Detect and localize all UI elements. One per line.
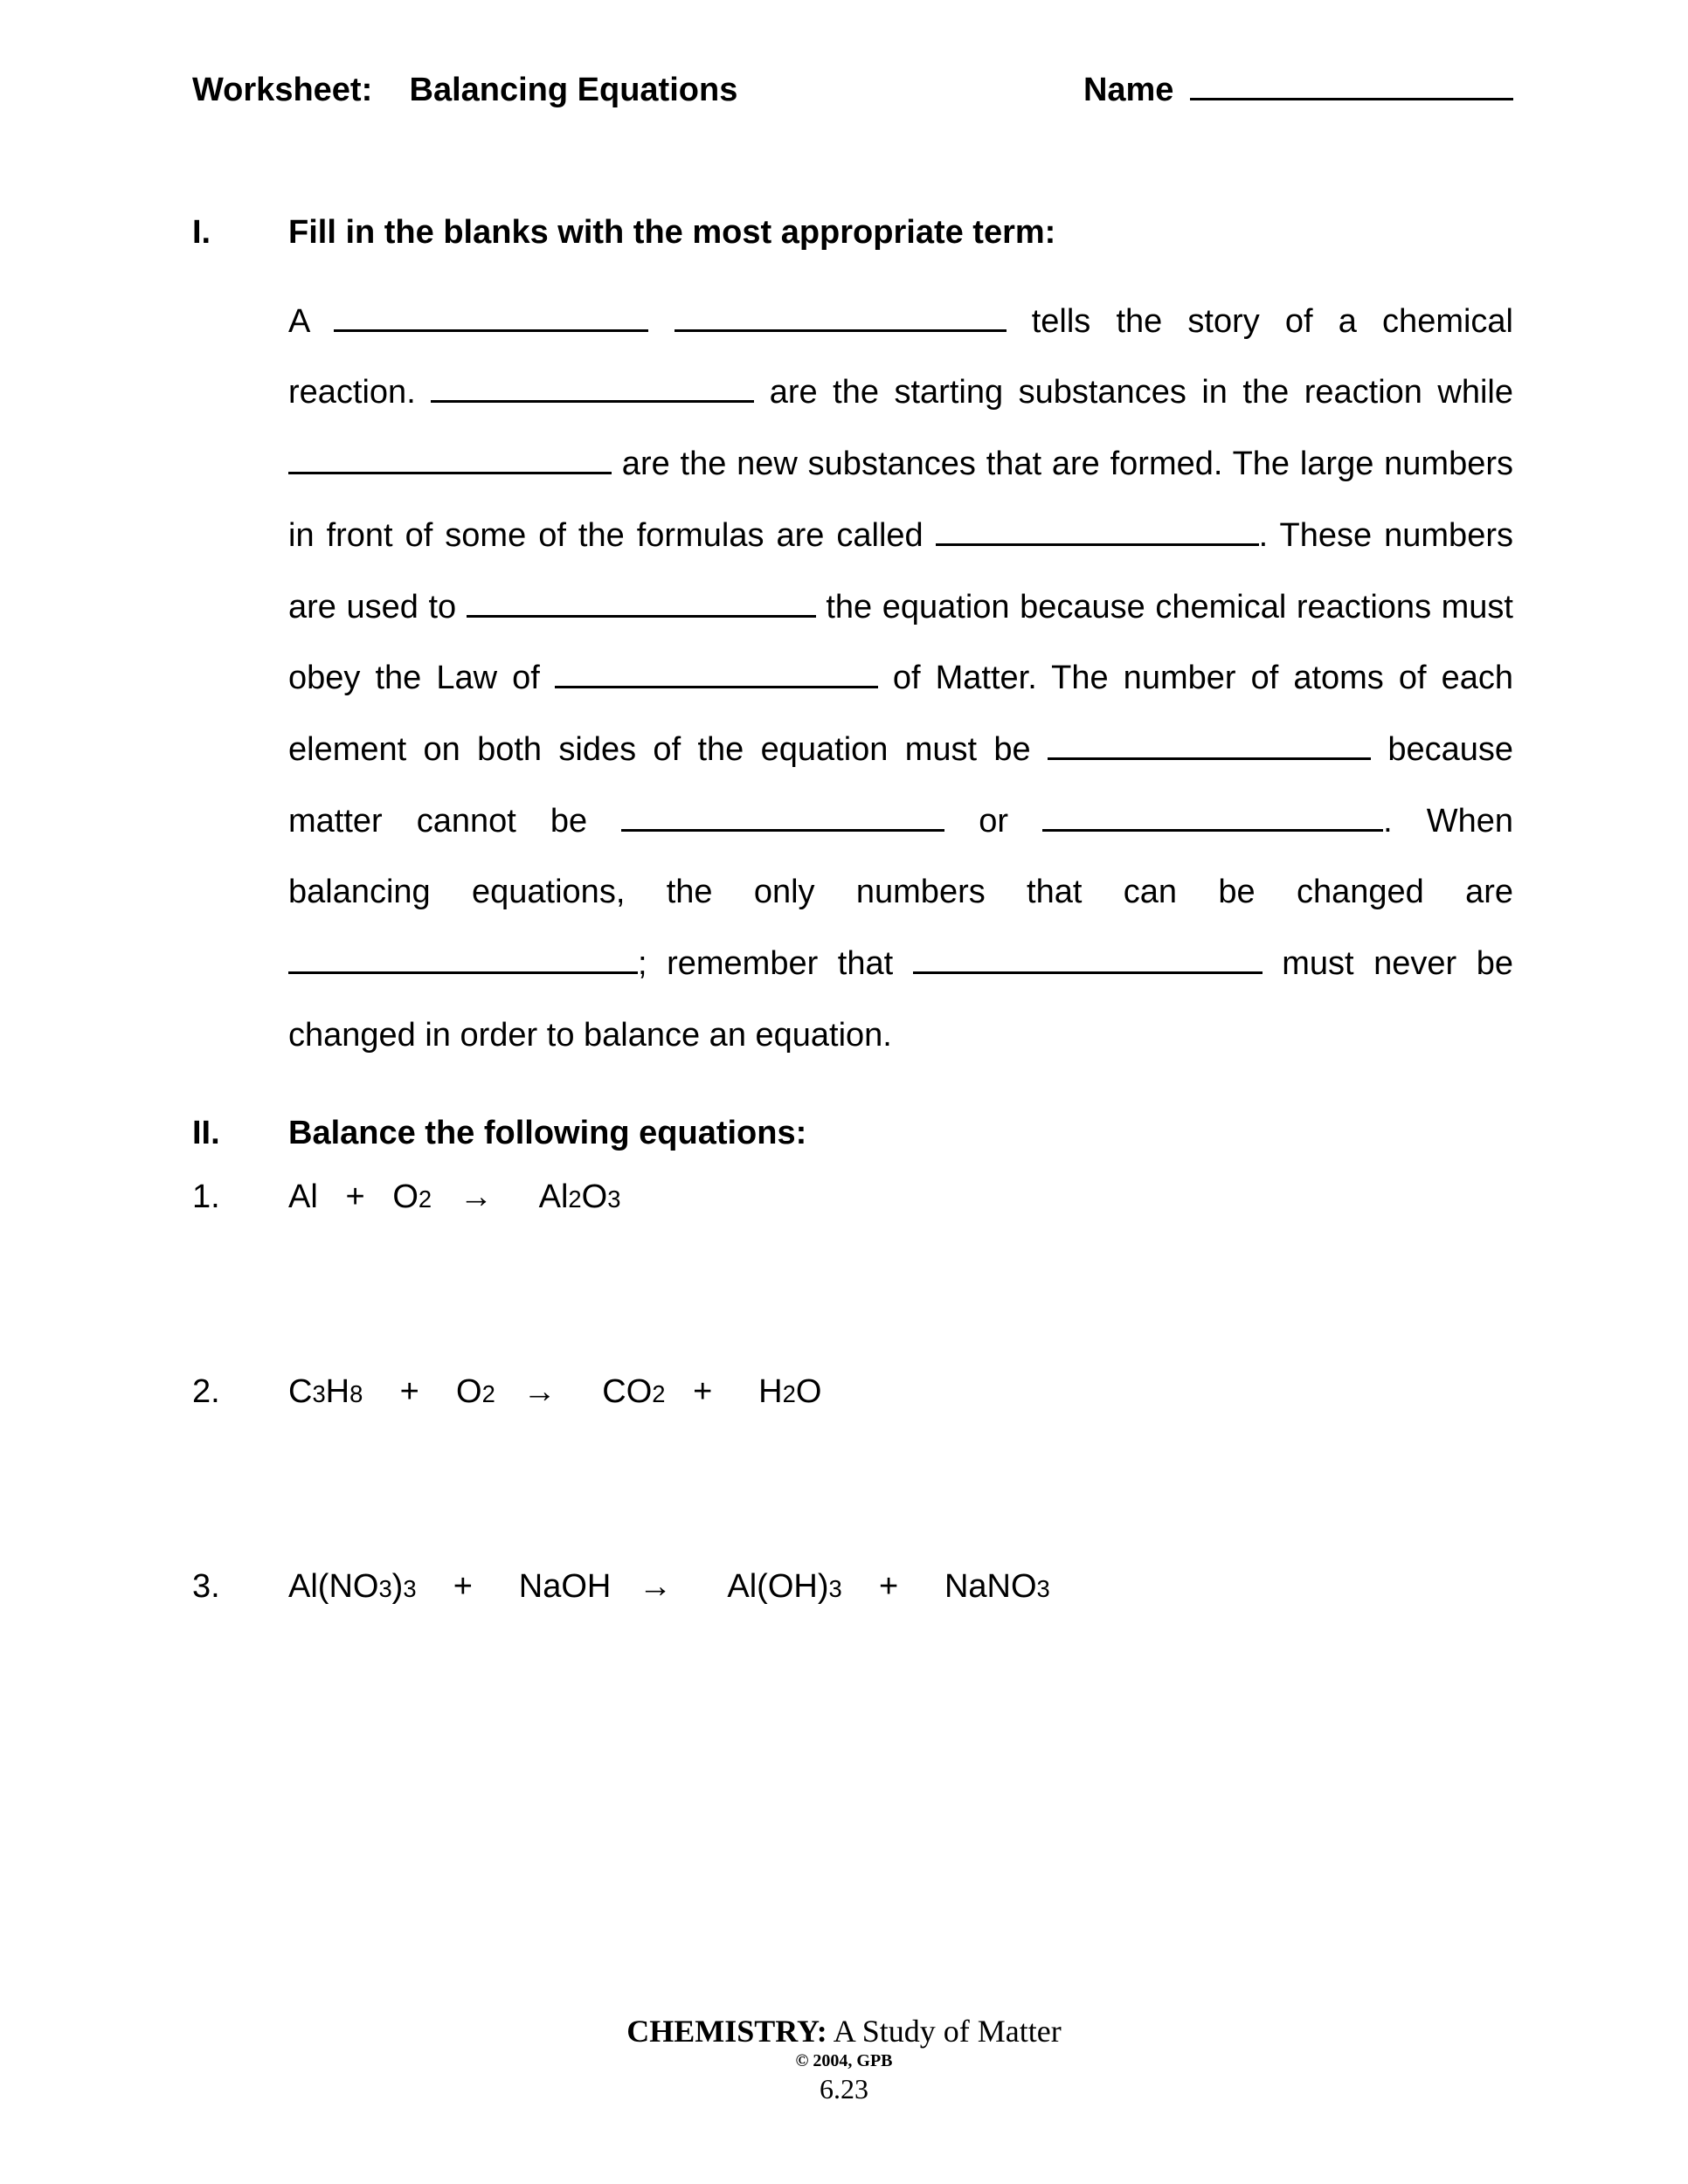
reaction-arrow-icon: → — [522, 1373, 556, 1411]
worksheet-label: Worksheet: — [192, 72, 372, 108]
equation-token: O — [456, 1373, 482, 1411]
equation-token: ) — [392, 1568, 404, 1606]
equation-token: NaNO — [944, 1568, 1037, 1606]
equations-list: 1.Al + O2 → Al2O32.C3H8 + O2 → CO2 + H2O… — [192, 1178, 1513, 1606]
equation-row: 1.Al + O2 → Al2O3 — [192, 1178, 1513, 1216]
equation-token: Al — [288, 1178, 318, 1216]
fill-blank[interactable] — [913, 940, 1263, 974]
header-row: Worksheet: Balancing Equations Name — [192, 61, 1513, 109]
paragraph-text: ; remember that — [638, 945, 913, 982]
section-2-number: II. — [192, 1115, 288, 1152]
section-2-title: Balance the following equations: — [288, 1115, 806, 1152]
fill-blank[interactable] — [334, 298, 648, 332]
equation-token: + — [842, 1568, 944, 1606]
paragraph-text: are the starting substances in the react… — [754, 374, 1513, 411]
reaction-arrow-icon: → — [460, 1178, 493, 1216]
reaction-arrow-icon: → — [639, 1568, 672, 1606]
equation-row: 2.C3H8 + O2 → CO2 + H2O — [192, 1373, 1513, 1411]
equation-body: Al + O2 → Al2O3 — [288, 1178, 620, 1216]
equation-token: H — [758, 1373, 782, 1411]
equation-token: C — [288, 1373, 312, 1411]
name-label: Name — [1083, 72, 1174, 108]
section-1-number: I. — [192, 214, 288, 252]
equation-token: + — [417, 1568, 519, 1606]
equation-token: Al(OH) — [727, 1568, 828, 1606]
equation-token: O — [582, 1178, 608, 1216]
fill-blank[interactable] — [1048, 726, 1371, 760]
equation-body: C3H8 + O2 → CO2 + H2O — [288, 1373, 821, 1411]
equation-token — [556, 1373, 602, 1411]
section-2-header: II. Balance the following equations: — [192, 1115, 1513, 1152]
equation-token: O — [796, 1373, 822, 1411]
fill-blank[interactable] — [675, 298, 1007, 332]
equation-token: H — [326, 1373, 349, 1411]
paragraph-text: or — [944, 803, 1042, 840]
fill-blank[interactable] — [467, 583, 816, 617]
equation-number: 1. — [192, 1178, 288, 1216]
fill-blank[interactable] — [936, 512, 1259, 546]
footer-title-rest: A Study of Matter — [827, 2014, 1062, 2049]
footer-title-bold: CHEMISTRY: — [626, 2014, 827, 2049]
equation-number: 3. — [192, 1568, 288, 1606]
name-field: Name — [1083, 61, 1513, 109]
equation-token — [672, 1568, 727, 1606]
fill-blank[interactable] — [555, 654, 878, 688]
footer-page-number: 6.23 — [0, 2073, 1688, 2105]
equation-token: Al — [539, 1178, 569, 1216]
worksheet-title: Balancing Equations — [410, 72, 738, 108]
equation-number: 2. — [192, 1373, 288, 1411]
equation-token: + — [363, 1373, 456, 1411]
name-blank-line[interactable] — [1190, 61, 1513, 100]
equation-token — [611, 1568, 639, 1606]
fill-in-paragraph: A tells the story of a chemical reaction… — [288, 287, 1513, 1072]
worksheet-heading: Worksheet: Balancing Equations — [192, 72, 737, 109]
equation-token — [495, 1373, 523, 1411]
fill-blank[interactable] — [288, 440, 612, 474]
footer-title: CHEMISTRY: A Study of Matter — [0, 2013, 1688, 2049]
paragraph-text — [648, 303, 674, 340]
worksheet-page: Worksheet: Balancing Equations Name I. F… — [0, 0, 1688, 2184]
equation-token: CO — [602, 1373, 652, 1411]
fill-blank[interactable] — [621, 798, 944, 832]
footer-copyright: © 2004, GPB — [0, 2051, 1688, 2071]
equation-token: Al(NO — [288, 1568, 378, 1606]
fill-blank[interactable] — [288, 940, 638, 974]
equation-token: + — [665, 1373, 758, 1411]
equation-token — [493, 1178, 539, 1216]
fill-blank[interactable] — [431, 369, 754, 403]
equation-token — [432, 1178, 460, 1216]
equation-row: 3.Al(NO3)3 + NaOH → Al(OH)3 + NaNO3 — [192, 1568, 1513, 1606]
equation-token: + — [318, 1178, 393, 1216]
section-1-header: I. Fill in the blanks with the most appr… — [192, 214, 1513, 252]
page-footer: CHEMISTRY: A Study of Matter © 2004, GPB… — [0, 2013, 1688, 2105]
equation-body: Al(NO3)3 + NaOH → Al(OH)3 + NaNO3 — [288, 1568, 1050, 1606]
equation-token: O — [392, 1178, 419, 1216]
section-1-title: Fill in the blanks with the most appropr… — [288, 214, 1055, 252]
fill-blank[interactable] — [1042, 798, 1383, 832]
paragraph-text: A — [288, 303, 334, 340]
equation-token: NaOH — [519, 1568, 612, 1606]
